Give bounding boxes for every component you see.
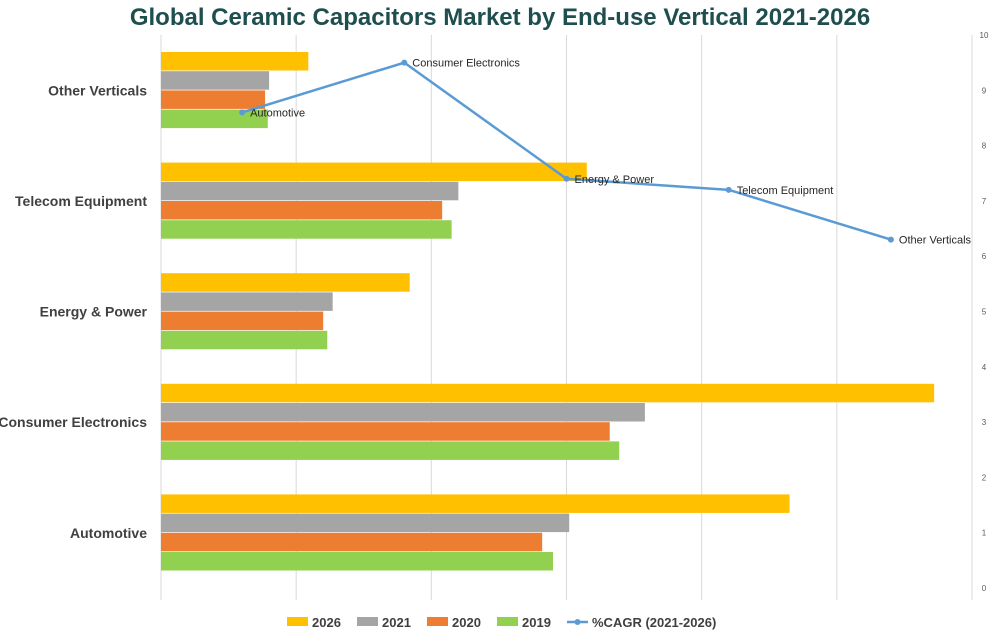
bar-telecom-equipment-2026[interactable] xyxy=(161,162,587,182)
secondary-tick-10: 10 xyxy=(980,31,989,40)
cagr-point-telecom-equipment[interactable] xyxy=(725,186,732,193)
cagr-label-other-verticals: Other Verticals xyxy=(899,235,972,247)
secondary-tick-9: 9 xyxy=(982,86,987,95)
secondary-tick-6: 6 xyxy=(982,252,987,261)
secondary-tick-5: 5 xyxy=(982,308,987,317)
cagr-point-other-verticals[interactable] xyxy=(887,236,894,243)
secondary-tick-0: 0 xyxy=(982,584,987,593)
category-labels: Automotive Consumer Electronics Energy & P… xyxy=(0,82,148,540)
legend-label-cagr: %CAGR (2021-2026) xyxy=(592,615,716,630)
category-label-energy-power: Energy & Power xyxy=(40,304,148,320)
legend: 2026 2021 2020 2019 %CAGR (2021-2026) xyxy=(287,615,716,630)
legend-swatch-2019 xyxy=(497,617,518,626)
bar-consumer-electronics-2019[interactable] xyxy=(161,441,620,460)
legend-swatch-2021 xyxy=(357,617,378,626)
cagr-label-consumer-electronics: Consumer Electronics xyxy=(412,58,520,70)
category-label-other-verticals: Other Verticals xyxy=(48,82,147,98)
chart-title: Global Ceramic Capacitors Market by End-… xyxy=(129,4,871,31)
legend-swatch-2026 xyxy=(287,617,308,626)
bar-automotive-2020[interactable] xyxy=(161,532,543,552)
cagr-point-consumer-electronics[interactable] xyxy=(401,59,408,66)
bar-telecom-equipment-2020[interactable] xyxy=(161,201,443,220)
bar-energy-power-2021[interactable] xyxy=(161,292,333,311)
legend-label-2019: 2019 xyxy=(522,615,551,630)
bars xyxy=(161,52,935,571)
secondary-tick-2: 2 xyxy=(982,473,987,482)
bar-automotive-2021[interactable] xyxy=(161,513,570,533)
secondary-tick-3: 3 xyxy=(982,418,987,427)
bar-energy-power-2026[interactable] xyxy=(161,273,410,292)
category-label-consumer-electronics: Consumer Electronics xyxy=(0,414,147,430)
category-label-automotive: Automotive xyxy=(70,525,147,541)
legend-label-2026: 2026 xyxy=(312,615,341,630)
secondary-tick-1: 1 xyxy=(982,529,987,538)
bar-other-verticals-2020[interactable] xyxy=(161,90,266,109)
legend-marker-cagr xyxy=(574,619,581,625)
legend-swatch-2020 xyxy=(427,617,448,626)
secondary-tick-4: 4 xyxy=(982,363,987,372)
cagr-point-automotive[interactable] xyxy=(239,109,246,116)
secondary-tick-7: 7 xyxy=(982,197,987,206)
secondary-axis: 0 1 2 3 4 5 6 7 8 9 10 xyxy=(971,31,989,593)
bar-automotive-2026[interactable] xyxy=(161,494,790,513)
cagr-point-energy-power[interactable] xyxy=(563,175,570,182)
category-label-telecom-equipment: Telecom Equipment xyxy=(15,193,147,209)
bar-other-verticals-2026[interactable] xyxy=(161,52,309,71)
bar-telecom-equipment-2021[interactable] xyxy=(161,181,459,201)
bar-consumer-electronics-2026[interactable] xyxy=(161,383,935,403)
legend-label-2021: 2021 xyxy=(382,615,411,630)
bar-consumer-electronics-2021[interactable] xyxy=(161,403,645,422)
bar-automotive-2019[interactable] xyxy=(161,552,553,571)
legend-label-2020: 2020 xyxy=(452,615,481,630)
bar-telecom-equipment-2019[interactable] xyxy=(161,220,452,239)
secondary-tick-8: 8 xyxy=(982,142,987,151)
bar-other-verticals-2021[interactable] xyxy=(161,71,270,90)
bar-energy-power-2020[interactable] xyxy=(161,311,324,331)
cagr-line: Automotive Consumer Electronics Energy & P… xyxy=(239,58,972,247)
bar-energy-power-2019[interactable] xyxy=(161,330,328,350)
bar-consumer-electronics-2020[interactable] xyxy=(161,422,610,441)
cagr-label-automotive: Automotive xyxy=(250,107,305,119)
cagr-label-telecom-equipment: Telecom Equipment xyxy=(737,185,834,197)
cagr-label-energy-power: Energy & Power xyxy=(575,174,655,186)
